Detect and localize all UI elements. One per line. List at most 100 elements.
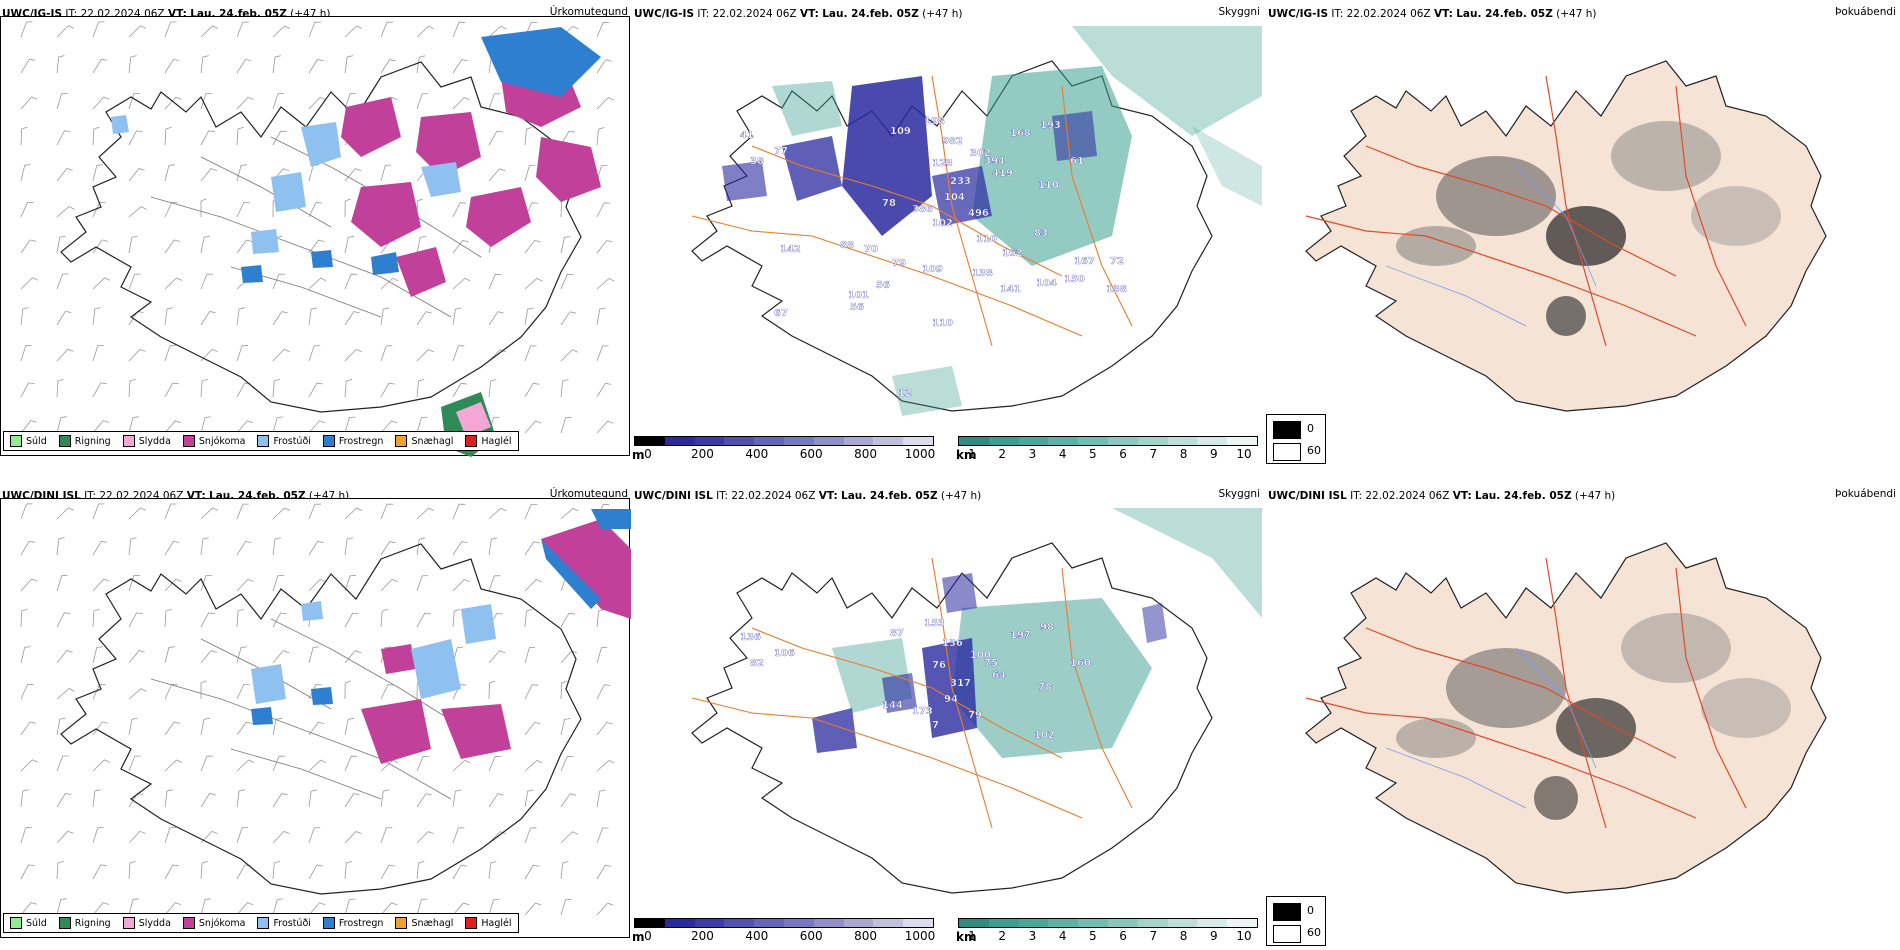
wind-barb [20,578,38,592]
wind-barb [92,789,101,808]
ceiling-label: 233 [950,176,971,187]
wind-barb [20,277,39,290]
colorbar-tick-label: 4 [1058,447,1067,461]
wind-barb [20,503,33,520]
wind-barb [596,21,610,38]
colorbar-tick-label: 4 [1058,929,1067,943]
wind-barb [200,25,219,38]
wind-barb [56,235,66,254]
wind-barb [20,683,34,700]
wind-barb [56,130,71,146]
wind-barb [56,348,74,362]
wind-barb [524,827,537,844]
wind-barb [236,789,245,808]
legend-label: Snjókoma [198,435,246,447]
wind-barb [272,537,281,556]
wind-barb [236,721,253,736]
ceiling-label: 67 [774,308,788,319]
wind-barb [20,420,37,434]
ceiling-label: 394 [984,156,1005,167]
colorbar-tick-label: 5 [1089,447,1097,461]
wind-barb [416,416,428,434]
wind-barb [344,507,363,520]
wind-barb [524,420,542,434]
frost-drizzle-areas [111,115,461,254]
wind-barb [524,164,536,182]
wind-barb [56,830,74,844]
wind-barb [200,55,209,74]
ceiling-dark-areas [722,76,1097,236]
wind-barb [344,537,353,556]
wind-barb [20,646,31,664]
precip-panel-row2: UWC/DINI ISL IT: 22.02.2024 06Z VT: Lau.… [0,482,632,950]
ceiling-colorbar: 0 200 400 600 800 1000 m [632,918,935,950]
wind-barb [596,609,605,628]
wind-barb [92,420,109,434]
legend-item: Frostregn [322,435,383,447]
wind-barb [596,97,614,110]
colorbar-tick-label: 800 [854,447,878,461]
wind-barb [20,307,29,326]
legend-label: Snjókoma [198,917,246,929]
ceiling-label: 79 [968,710,982,721]
wind-barb [92,239,109,254]
wind-barb [128,755,141,772]
colorbar-tick-label: 7 [1149,929,1158,943]
legend-label: Rigning [74,917,111,929]
wind-barb [344,198,351,218]
wind-barb [488,130,503,146]
legend-item: Súld [10,435,47,447]
wind-barb [560,755,574,772]
wind-barb [92,721,109,736]
wind-barb [416,507,435,520]
legend-swatch [257,435,270,447]
wind-barb [164,96,182,110]
wind-barb [524,902,542,916]
wind-barb [560,612,576,628]
wind-barb [92,307,101,326]
wind-barb [20,864,35,880]
wind-barb [488,379,497,398]
wind-barb [128,416,139,434]
legend-label: Frostregn [338,917,384,929]
wind-barb [488,507,507,520]
wind-barb [416,537,426,556]
wind-barb [560,831,578,844]
wind-barb [128,130,143,146]
wind-barb [236,345,249,362]
wind-barb [164,902,182,916]
wind-barb [380,902,398,916]
wind-barb [236,307,245,326]
wind-barb [452,789,462,808]
ceiling-dark-areas [812,573,1167,753]
wind-barb [128,860,136,880]
ceiling-label: 76 [932,660,946,671]
wind-barb [200,898,212,916]
legend-label: Súld [26,917,47,929]
wind-barb [308,541,324,556]
ceiling-label: 104 [1036,278,1057,289]
fog-panel-row2: UWC/DINI ISL IT: 22.02.2024 06Z VT: Lau.… [1266,482,1900,950]
panel-header: UWC/DINI ISL IT: 22.02.2024 06Z VT: Lau.… [634,490,982,502]
wind-barb [308,239,325,254]
wind-barb [416,379,425,398]
wind-barb [308,345,321,362]
wind-barb [452,59,468,74]
wind-barb [488,311,504,326]
wind-barb [272,575,284,592]
wind-barb [344,861,353,880]
ceiling-label: 109 [890,126,911,137]
wind-barb [452,97,470,110]
colorbar-tick-label: 200 [690,929,714,943]
wind-barb [56,25,74,38]
wind-barb [524,579,542,592]
visibility-colorbar: 1 2 3 4 5 6 7 8 9 10 km [956,436,1258,465]
wind-barb [272,793,288,808]
wind-barb [596,382,612,398]
wind-barb [236,540,252,556]
wind-barb [164,864,179,880]
wind-barb [92,827,104,844]
wind-barb [308,759,327,772]
fog-map [1305,60,1827,412]
ceiling-label: 110 [1038,180,1059,191]
